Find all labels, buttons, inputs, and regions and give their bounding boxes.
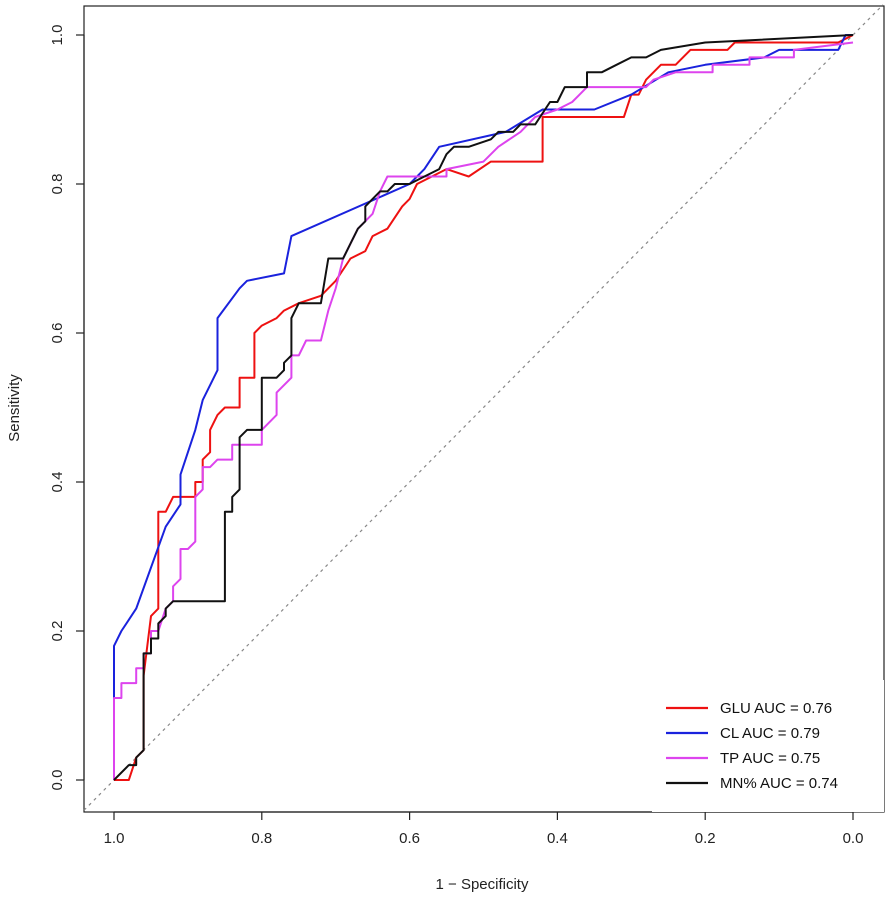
x-axis: 1.0 0.8 0.6 0.4 0.2 0.0	[104, 811, 864, 847]
y-axis: 0.0 0.2 0.4 0.6 0.8 1.0	[49, 25, 85, 791]
y-tick-label: 0.8	[49, 174, 66, 195]
x-axis-title: 1 − Specificity	[436, 876, 529, 893]
x-tick-label: 0.0	[843, 830, 864, 847]
roc-curves	[113, 34, 854, 781]
x-tick-label: 0.4	[547, 830, 568, 847]
legend-box	[652, 680, 884, 812]
legend-label-1: CL AUC = 0.79	[720, 725, 820, 742]
y-tick-label: 0.4	[49, 472, 66, 493]
x-tick-label: 0.2	[695, 830, 716, 847]
y-tick-label: 0.2	[49, 621, 66, 642]
y-axis-title: Sensitivity	[6, 374, 23, 442]
legend-label-0: GLU AUC = 0.76	[720, 700, 832, 717]
y-tick-label: 0.0	[49, 770, 66, 791]
x-tick-label: 0.8	[251, 830, 272, 847]
y-tick-label: 0.6	[49, 323, 66, 344]
roc-curve-2	[113, 41, 854, 780]
legend: GLU AUC = 0.76 CL AUC = 0.79 TP AUC = 0.75…	[652, 680, 884, 812]
x-tick-label: 1.0	[104, 830, 125, 847]
legend-label-3: MN% AUC = 0.74	[720, 775, 838, 792]
legend-label-2: TP AUC = 0.75	[720, 750, 820, 767]
reference-diagonal	[83, 4, 884, 811]
roc-curve-3	[113, 34, 854, 781]
y-tick-label: 1.0	[49, 25, 66, 46]
roc-curve-1	[113, 34, 853, 780]
x-tick-label: 0.6	[399, 830, 420, 847]
